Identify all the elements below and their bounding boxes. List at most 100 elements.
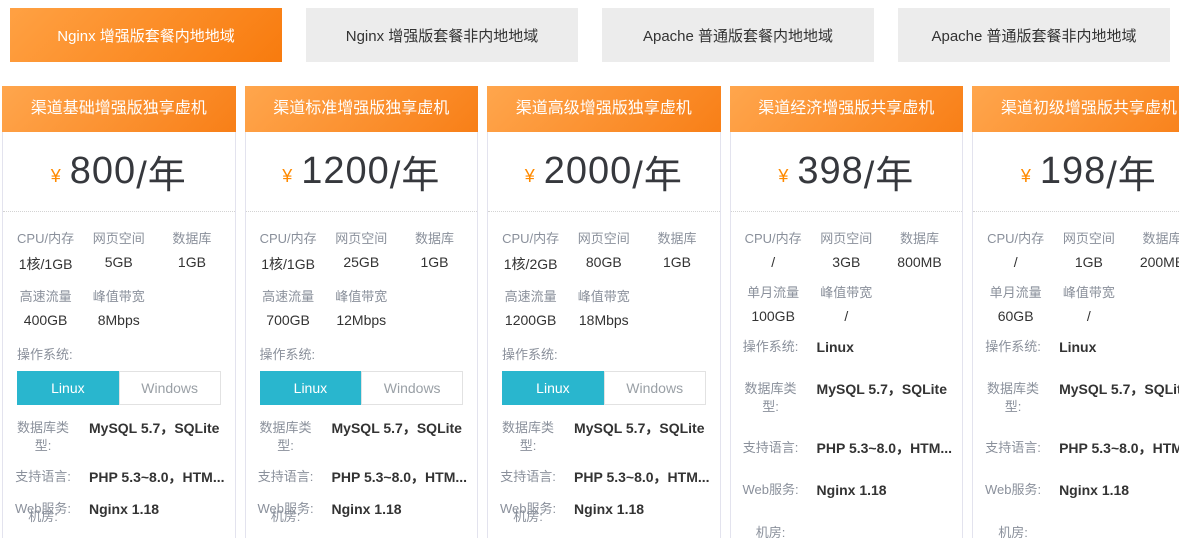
- detail-languages: 支持语言: PHP 5.3~8.0，HTM...: [742, 440, 953, 457]
- plan-title: 渠道基础增强版独享虚机: [2, 86, 236, 132]
- plan-price: ¥ 1200 /年: [245, 132, 478, 212]
- os-toggle: Linux Windows: [502, 371, 706, 405]
- detail-list: 数据库类型: MySQL 5.7，SQLite 支持语言: PHP 5.3~8.…: [3, 419, 235, 526]
- plan-card-standard: 渠道标准增强版独享虚机 ¥ 1200 /年 CPU/内存 1核/1GB 网页空间…: [244, 86, 479, 538]
- spec-webspace: 网页空间 3GB: [820, 231, 873, 270]
- spec-bandwidth: 峰值带宽 12Mbps: [335, 289, 388, 328]
- plan-price: ¥ 198 /年: [973, 132, 1179, 212]
- os-linux-button[interactable]: Linux: [17, 371, 119, 405]
- os-windows-button[interactable]: Windows: [118, 371, 221, 405]
- detail-db-type: 数据库类型: MySQL 5.7，SQLite: [259, 420, 462, 453]
- price-amount: 2000: [543, 150, 633, 192]
- price-suffix: /年: [1106, 155, 1157, 197]
- currency-symbol: ¥: [50, 166, 61, 186]
- spec-webspace: 网页空间 80GB: [577, 231, 630, 270]
- detail-datacenter: 机房:: [513, 509, 543, 525]
- price-suffix: /年: [863, 155, 915, 197]
- detail-list: 操作系统: Linux 数据库类型: MySQL 5.7，SQLite 支持语言…: [973, 338, 1179, 538]
- detail-web-service: Web服务: Nginx 1.18: [499, 501, 645, 518]
- detail-languages: 支持语言: PHP 5.3~8.0，HTM...: [500, 469, 710, 486]
- detail-os: 操作系统: Linux: [985, 339, 1097, 355]
- detail-web-service: Web服务: Nginx 1.18: [257, 501, 402, 518]
- detail-db-type: 数据库类型: MySQL 5.7，SQLite: [16, 420, 220, 453]
- price-amount: 1200: [301, 150, 390, 192]
- detail-web-service: Web服务: Nginx 1.18: [985, 482, 1130, 499]
- spec-database: 数据库 800MB: [897, 231, 942, 270]
- spec-grid: CPU/内存 1核/2GB 网页空间 80GB 数据库 1GB 高速流量 120…: [488, 212, 720, 340]
- spec-traffic: 单月流量 100GB: [747, 285, 800, 324]
- spec-webspace: 网页空间 25GB: [335, 231, 388, 270]
- tab-apache-basic-non-mainland[interactable]: Apache 普通版套餐非内地地域: [898, 8, 1170, 62]
- os-toggle: Linux Windows: [17, 371, 221, 405]
- os-label: 操作系统:: [502, 347, 558, 362]
- spec-database: 数据库 200MB: [1139, 231, 1179, 270]
- spec-webspace: 网页空间 1GB: [1062, 231, 1115, 270]
- detail-datacenter: 机房:: [755, 524, 786, 538]
- currency-symbol: ¥: [1020, 166, 1031, 186]
- detail-list: 数据库类型: MySQL 5.7，SQLite 支持语言: PHP 5.3~8.…: [246, 419, 478, 526]
- plan-card-advanced: 渠道高级增强版独享虚机 ¥ 2000 /年 CPU/内存 1核/2GB 网页空间…: [487, 86, 721, 538]
- detail-os: 操作系统: Linux: [742, 339, 854, 355]
- detail-db-type: 数据库类型: MySQL 5.7，SQLite: [987, 381, 1179, 414]
- spec-cpu: CPU/内存 1核/1GB: [259, 231, 317, 272]
- plan-card-basic: 渠道基础增强版独享虚机 ¥ 800 /年 CPU/内存 1核/1GB 网页空间 …: [2, 86, 236, 538]
- spec-grid: CPU/内存 1核/1GB 网页空间 25GB 数据库 1GB 高速流量 700…: [246, 212, 478, 340]
- currency-symbol: ¥: [778, 166, 789, 186]
- os-label: 操作系统:: [259, 347, 316, 362]
- currency-symbol: ¥: [524, 166, 535, 186]
- plan-title: 渠道初级增强版共享虚机: [972, 86, 1179, 132]
- os-windows-button[interactable]: Windows: [603, 371, 706, 405]
- plan-price: ¥ 2000 /年: [488, 132, 720, 212]
- spec-cpu: CPU/内存 1核/1GB: [17, 231, 75, 272]
- price-amount: 198: [1039, 150, 1107, 192]
- spec-database: 数据库 1GB: [414, 231, 454, 270]
- plan-price: ¥ 398 /年: [730, 132, 963, 212]
- plan-title: 渠道高级增强版独享虚机: [487, 86, 721, 132]
- detail-datacenter: 机房:: [28, 509, 58, 525]
- detail-datacenter: 机房:: [270, 509, 301, 525]
- detail-web-service: Web服务: Nginx 1.18: [742, 482, 887, 499]
- os-linux-button[interactable]: Linux: [502, 371, 604, 405]
- os-linux-button[interactable]: Linux: [259, 371, 362, 405]
- spec-traffic: 单月流量 60GB: [989, 285, 1042, 324]
- plan-card-economy: 渠道经济增强版共享虚机 ¥ 398 /年 CPU/内存 / 网页空间 3GB 数…: [729, 86, 964, 538]
- spec-grid: CPU/内存 / 网页空间 3GB 数据库 800MB 单月流量 100GB 峰…: [731, 212, 963, 336]
- spec-cpu: CPU/内存 1核/2GB: [502, 231, 560, 272]
- tab-nginx-enhanced-mainland[interactable]: Nginx 增强版套餐内地地域: [10, 8, 282, 62]
- spec-bandwidth: 峰值带宽 /: [820, 285, 873, 324]
- price-suffix: /年: [632, 155, 683, 197]
- spec-traffic: 高速流量 700GB: [262, 289, 315, 328]
- detail-list: 数据库类型: MySQL 5.7，SQLite 支持语言: PHP 5.3~8.…: [488, 419, 720, 526]
- price-amount: 398: [797, 150, 864, 192]
- tab-label: Apache 普通版套餐内地地域: [642, 27, 834, 45]
- spec-cpu: CPU/内存 /: [987, 231, 1045, 270]
- tab-apache-basic-mainland[interactable]: Apache 普通版套餐内地地域: [602, 8, 874, 62]
- plan-title: 渠道经济增强版共享虚机: [729, 86, 964, 132]
- tab-label: Apache 普通版套餐非内地地域: [931, 27, 1137, 45]
- detail-languages: 支持语言: PHP 5.3~8.0，HTM...: [985, 440, 1179, 457]
- price-suffix: /年: [136, 155, 187, 197]
- plan-cards: 渠道基础增强版独享虚机 ¥ 800 /年 CPU/内存 1核/1GB 网页空间 …: [0, 86, 1179, 538]
- detail-languages: 支持语言: PHP 5.3~8.0，HTM...: [257, 469, 468, 486]
- plan-tabs: Nginx 增强版套餐内地地域 Nginx 增强版套餐非内地地域 Apache …: [0, 0, 1179, 62]
- detail-web-service: Web服务: Nginx 1.18: [14, 501, 160, 518]
- price-suffix: /年: [389, 155, 441, 197]
- price-amount: 800: [69, 150, 137, 192]
- tab-nginx-enhanced-non-mainland[interactable]: Nginx 增强版套餐非内地地域: [306, 8, 578, 62]
- os-windows-button[interactable]: Windows: [361, 371, 464, 405]
- tab-label: Nginx 增强版套餐非内地地域: [345, 27, 539, 45]
- plan-title: 渠道标准增强版独享虚机: [244, 86, 479, 132]
- spec-grid: CPU/内存 / 网页空间 1GB 数据库 200MB 单月流量 60GB 峰值…: [973, 212, 1179, 336]
- spec-bandwidth: 峰值带宽 /: [1062, 285, 1115, 324]
- os-toggle: Linux Windows: [259, 371, 464, 405]
- spec-traffic: 高速流量 400GB: [19, 289, 72, 328]
- spec-database: 数据库 1GB: [172, 231, 212, 270]
- tab-label: Nginx 增强版套餐内地地域: [57, 27, 235, 45]
- plan-card-entry: 渠道初级增强版共享虚机 ¥ 198 /年 CPU/内存 / 网页空间 1GB 数…: [972, 86, 1179, 538]
- spec-webspace: 网页空间 5GB: [92, 231, 145, 270]
- spec-grid: CPU/内存 1核/1GB 网页空间 5GB 数据库 1GB 高速流量 400G…: [3, 212, 235, 340]
- spec-traffic: 高速流量 1200GB: [504, 289, 557, 328]
- detail-db-type: 数据库类型: MySQL 5.7，SQLite: [744, 381, 947, 414]
- os-label: 操作系统:: [17, 347, 73, 362]
- spec-database: 数据库 1GB: [657, 231, 697, 270]
